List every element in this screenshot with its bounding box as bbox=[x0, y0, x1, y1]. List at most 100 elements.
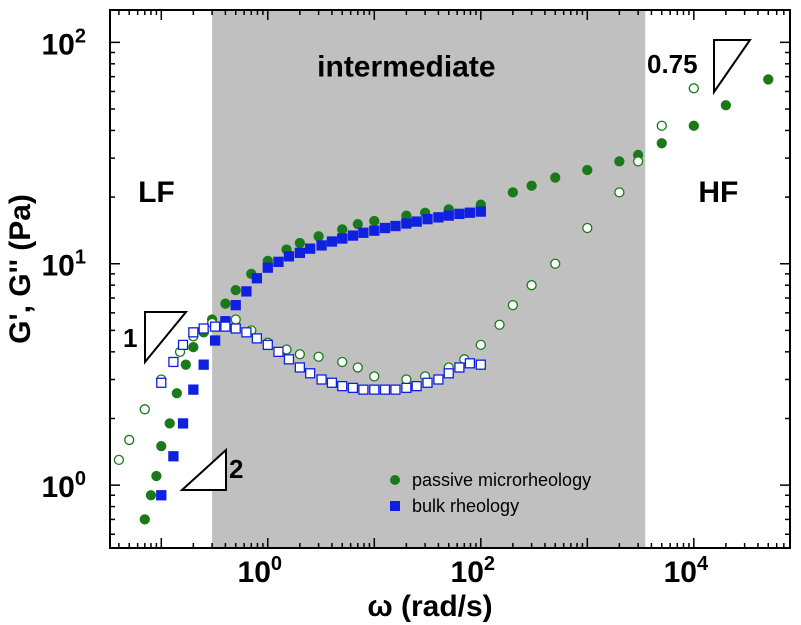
slope-label-075: 0.75 bbox=[647, 49, 698, 79]
slope-marker-2: 2 bbox=[179, 447, 243, 491]
data-point bbox=[139, 404, 150, 415]
data-point bbox=[582, 164, 593, 176]
data-point bbox=[209, 321, 221, 332]
data-point bbox=[632, 156, 644, 167]
data-point bbox=[168, 356, 179, 368]
data-point bbox=[283, 354, 295, 365]
data-point bbox=[337, 233, 348, 244]
data-point bbox=[688, 120, 699, 131]
data-point bbox=[526, 180, 537, 191]
data-point bbox=[369, 225, 380, 236]
data-point bbox=[326, 236, 338, 247]
data-point bbox=[656, 120, 667, 131]
data-point bbox=[305, 368, 316, 379]
data-point bbox=[156, 490, 167, 501]
data-point bbox=[313, 231, 324, 242]
data-point bbox=[443, 210, 454, 221]
data-point bbox=[241, 286, 252, 297]
data-point bbox=[139, 514, 150, 525]
data-point bbox=[358, 384, 369, 395]
data-point bbox=[358, 227, 369, 238]
data-point bbox=[656, 138, 667, 149]
data-point bbox=[113, 454, 125, 466]
data-point bbox=[180, 359, 191, 370]
data-point bbox=[443, 368, 454, 379]
data-point bbox=[220, 321, 231, 332]
data-point bbox=[347, 382, 359, 394]
data-point bbox=[401, 218, 412, 229]
data-point bbox=[294, 362, 305, 373]
data-point bbox=[401, 374, 412, 385]
data-point bbox=[401, 382, 412, 394]
data-point bbox=[188, 384, 199, 395]
slope-label-2: 2 bbox=[229, 454, 243, 484]
data-point bbox=[352, 218, 363, 230]
data-point bbox=[177, 339, 189, 351]
data-point bbox=[198, 359, 209, 370]
data-point bbox=[230, 323, 241, 334]
series-0 bbox=[139, 74, 774, 525]
data-point bbox=[464, 207, 476, 218]
data-point bbox=[337, 224, 348, 235]
data-point bbox=[294, 237, 305, 249]
data-point bbox=[454, 362, 465, 373]
legend-marker-bulk bbox=[390, 501, 400, 511]
data-point bbox=[369, 215, 380, 227]
data-point bbox=[422, 214, 433, 225]
data-point bbox=[164, 418, 175, 429]
data-point bbox=[379, 222, 391, 234]
data-point bbox=[526, 280, 537, 291]
data-point bbox=[390, 384, 401, 395]
legend-marker-passive bbox=[390, 475, 400, 485]
data-point bbox=[209, 335, 221, 346]
data-point bbox=[313, 351, 324, 362]
data-point bbox=[156, 440, 167, 452]
y-axis-label: G', G'' (Pa) bbox=[4, 194, 37, 344]
data-point bbox=[379, 384, 391, 395]
data-point bbox=[433, 212, 444, 223]
data-point bbox=[220, 298, 231, 309]
intermediate-region-shading bbox=[212, 10, 646, 548]
legend-label-bulk: bulk rheology bbox=[412, 496, 519, 516]
data-point bbox=[507, 300, 519, 311]
data-point bbox=[411, 216, 422, 227]
data-point bbox=[347, 230, 359, 241]
legend: passive microrheology bulk rheology bbox=[390, 470, 591, 516]
data-point bbox=[454, 208, 465, 220]
data-point bbox=[177, 418, 189, 429]
data-point bbox=[168, 451, 179, 462]
data-point bbox=[145, 490, 157, 501]
region-label: LF bbox=[138, 176, 175, 209]
data-point bbox=[273, 346, 284, 357]
data-point bbox=[305, 243, 316, 254]
series-3 bbox=[156, 321, 486, 395]
region-labels: LF intermediate HF bbox=[138, 51, 738, 209]
data-point bbox=[151, 470, 162, 482]
slope-marker-1: 1 bbox=[123, 311, 189, 365]
data-point bbox=[494, 319, 505, 330]
data-point bbox=[720, 100, 732, 111]
data-marks bbox=[113, 47, 774, 525]
slope-label-1: 1 bbox=[123, 323, 137, 353]
slope-triangle-075 bbox=[713, 39, 752, 96]
data-point bbox=[369, 384, 380, 395]
data-point bbox=[230, 314, 241, 325]
region-label: HF bbox=[698, 176, 738, 209]
data-point bbox=[262, 262, 273, 273]
data-point bbox=[326, 377, 338, 388]
data-point bbox=[156, 377, 167, 388]
series-2 bbox=[156, 206, 486, 501]
data-point bbox=[171, 388, 182, 399]
data-point bbox=[475, 339, 486, 351]
data-point bbox=[550, 172, 561, 183]
data-point bbox=[433, 374, 444, 385]
data-point bbox=[230, 300, 241, 311]
data-point bbox=[582, 222, 593, 234]
data-point bbox=[251, 333, 263, 344]
data-point bbox=[124, 434, 135, 446]
data-point bbox=[411, 380, 422, 392]
slope-marker-075: 0.75 bbox=[647, 39, 752, 96]
data-point bbox=[188, 327, 199, 338]
data-point bbox=[352, 362, 363, 373]
